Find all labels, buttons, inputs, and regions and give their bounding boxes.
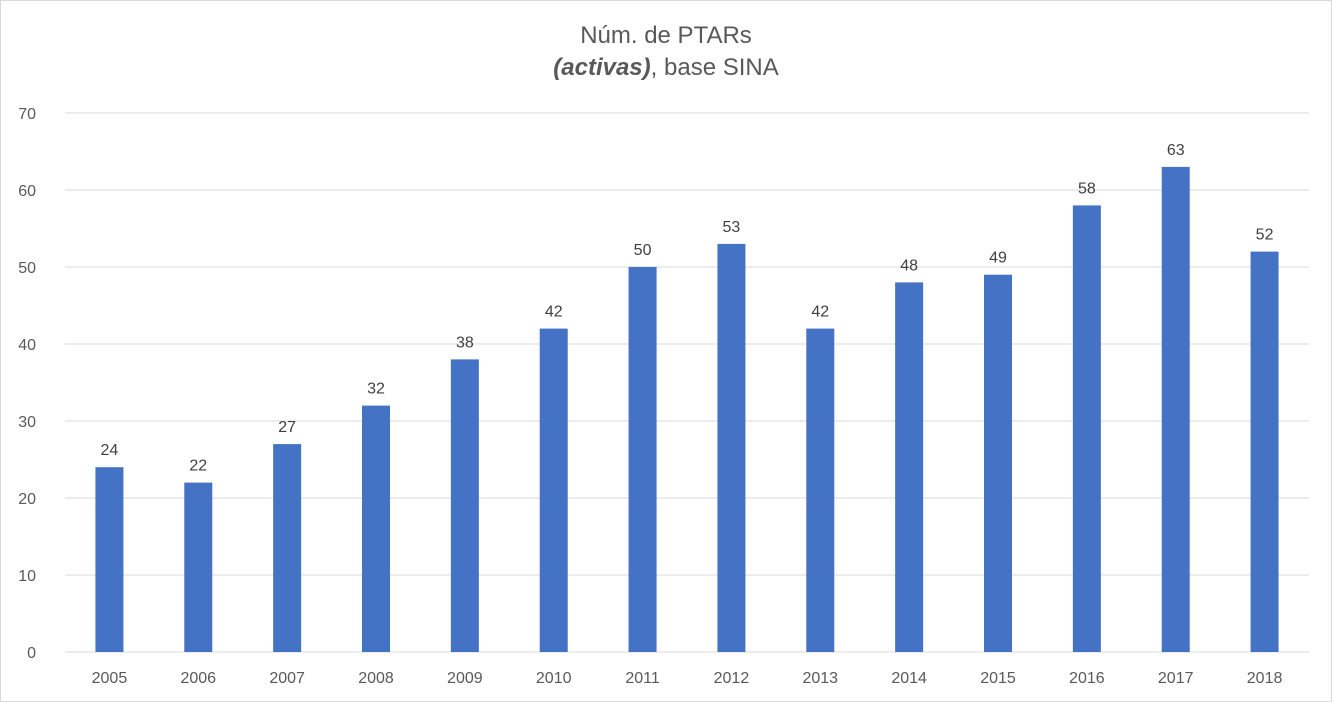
chart-subtitle-rest: , base SINA [650,54,779,81]
x-tick-label: 2010 [536,670,572,687]
y-tick-label: 0 [27,645,36,662]
x-tick-label: 2014 [891,670,927,687]
y-tick-label: 50 [18,260,36,277]
y-tick-label: 30 [18,414,36,431]
x-tick-label: 2007 [269,670,305,687]
data-label-2015: 49 [989,250,1007,267]
data-label-2006: 22 [189,458,207,475]
bar-2010 [539,328,568,652]
y-tick-label: 40 [18,337,36,354]
y-tick-label: 20 [18,491,36,508]
data-label-2005: 24 [101,442,119,459]
x-tick-label: 2006 [180,670,216,687]
data-label-2007: 27 [278,419,296,436]
bars [95,166,1279,652]
data-label-2016: 58 [1078,180,1096,197]
y-tick-label: 10 [18,568,36,585]
x-tick-label: 2009 [447,670,483,687]
data-label-2013: 42 [811,304,829,321]
chart-title-main: Núm. de PTARs [580,22,752,49]
bar-2013 [806,328,835,652]
chart-title: Núm. de PTARs (activas), base SINA [0,20,1332,84]
x-tick-label: 2013 [802,670,838,687]
bar-2014 [895,282,924,652]
bar-2005 [95,467,124,652]
y-tick-label: 70 [18,106,36,123]
data-label-2009: 38 [456,334,474,351]
data-label-2008: 32 [367,381,385,398]
data-labels: 24 22 27 32 38 42 50 53 42 48 49 58 63 52 [101,142,1274,475]
y-tick-label: 60 [18,183,36,200]
chart-subtitle: (activas), base SINA [0,52,1332,84]
x-tick-label: 2005 [92,670,128,687]
gridlines [65,112,1309,653]
x-tick-label: 2017 [1158,670,1194,687]
x-tick-label: 2008 [358,670,394,687]
x-tick-label: 2012 [714,670,750,687]
bar-2008 [362,405,390,652]
data-label-2018: 52 [1256,227,1274,244]
bar-2018 [1250,251,1279,652]
bar-2006 [184,482,213,652]
bar-2017 [1161,166,1190,652]
bar-2007 [273,444,302,652]
data-label-2012: 53 [723,219,741,236]
data-label-2011: 50 [634,242,652,259]
chart-subtitle-emphasis: (activas) [553,54,651,81]
x-tick-label: 2015 [980,670,1016,687]
bar-2015 [984,274,1012,652]
data-label-2014: 48 [900,257,918,274]
x-axis-ticks: 2005 2006 2007 2008 2009 2010 2011 2012 2013 2014… [92,670,1283,687]
x-tick-label: 2016 [1069,670,1105,687]
data-label-2017: 63 [1167,142,1185,159]
data-label-2010: 42 [545,304,563,321]
y-axis-ticks: 0 10 20 30 40 50 60 70 [18,106,36,662]
bar-2009 [450,359,479,652]
bar-2012 [717,243,746,652]
x-tick-label: 2011 [625,670,660,687]
x-tick-label: 2018 [1247,670,1283,687]
bar-2011 [628,267,657,652]
bar-2016 [1072,205,1101,652]
